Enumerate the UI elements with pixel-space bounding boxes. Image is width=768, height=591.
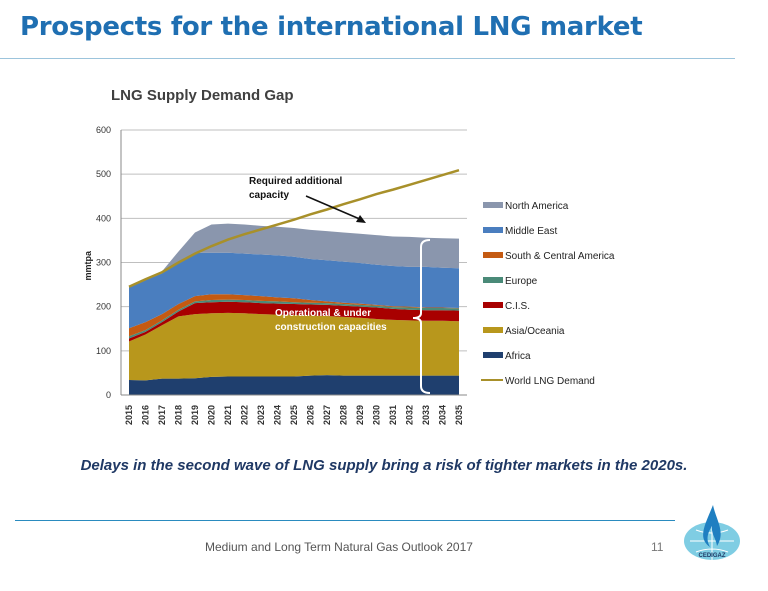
x-tick-label: 2033 <box>421 405 431 425</box>
legend-label: South & Central America <box>505 251 615 262</box>
area-north-america <box>129 223 459 288</box>
x-tick-label: 2030 <box>372 405 382 425</box>
legend-item: Middle East <box>483 226 557 237</box>
y-tick-label: 0 <box>106 390 111 400</box>
x-tick-label: 2019 <box>190 405 200 425</box>
arrow <box>305 195 363 221</box>
y-axis-label: mmtpa <box>83 250 93 280</box>
svg-text:CEDIGAZ: CEDIGAZ <box>699 553 726 559</box>
chart-title: LNG Supply Demand Gap <box>111 87 294 104</box>
legend-swatch <box>483 277 503 283</box>
area-africa <box>129 375 459 395</box>
legend-label: Asia/Oceania <box>505 326 565 337</box>
annotation-supply: construction capacities <box>275 322 387 333</box>
x-tick-label: 2017 <box>157 405 167 425</box>
legend-item: World LNG Demand <box>481 376 595 387</box>
legend-item: North America <box>483 201 569 212</box>
y-tick-label: 100 <box>96 346 111 356</box>
legend-item: Asia/Oceania <box>483 326 565 337</box>
title-divider <box>0 58 735 59</box>
x-tick-label: 2016 <box>141 405 151 425</box>
x-tick-label: 2021 <box>223 405 233 425</box>
flame-icon <box>703 505 721 547</box>
legend-swatch <box>483 327 503 333</box>
x-tick-label: 2024 <box>273 405 283 425</box>
legend-swatch <box>483 302 503 308</box>
slide-title: Prospects for the international LNG mark… <box>20 12 643 42</box>
y-tick-label: 200 <box>96 302 111 312</box>
x-tick-label: 2032 <box>405 405 415 425</box>
footer-divider <box>15 520 675 521</box>
line-world-lng-demand <box>128 168 460 288</box>
annotation-gap: capacity <box>249 190 289 201</box>
legend-label: World LNG Demand <box>505 376 595 387</box>
x-tick-label: 2023 <box>256 405 266 425</box>
x-tick-label: 2026 <box>306 405 316 425</box>
legend-item: Africa <box>483 351 531 362</box>
x-tick-label: 2034 <box>438 405 448 425</box>
x-tick-label: 2020 <box>207 405 217 425</box>
footer-text: Medium and Long Term Natural Gas Outlook… <box>205 540 473 554</box>
y-tick-label: 400 <box>96 213 111 223</box>
legend-swatch <box>483 202 503 208</box>
cedigaz-logo: CEDIGAZ <box>684 505 740 560</box>
x-tick-label: 2031 <box>388 405 398 425</box>
legend-swatch <box>483 227 503 233</box>
y-tick-label: 600 <box>96 125 111 135</box>
x-tick-label: 2029 <box>355 405 365 425</box>
annotation-gap: Required additional <box>249 176 343 187</box>
y-tick-label: 300 <box>96 258 111 268</box>
x-tick-label: 2018 <box>174 405 184 425</box>
legend-swatch <box>483 352 503 358</box>
page-number: 11 <box>651 540 664 554</box>
legend-label: Africa <box>505 351 531 362</box>
x-tick-label: 2035 <box>454 405 464 425</box>
conclusion-text: Delays in the second wave of LNG supply … <box>80 457 688 474</box>
legend-label: North America <box>505 201 569 212</box>
legend-label: Europe <box>505 276 538 287</box>
x-tick-label: 2028 <box>339 405 349 425</box>
legend-item: C.I.S. <box>483 301 530 312</box>
x-tick-label: 2015 <box>124 405 134 425</box>
arrow-head-icon <box>356 215 366 223</box>
legend-swatch <box>483 252 503 258</box>
legend-item: Europe <box>483 276 538 287</box>
y-tick-label: 500 <box>96 169 111 179</box>
annotation-supply: Operational & under <box>275 308 371 319</box>
area-middle-east <box>129 252 459 329</box>
x-tick-label: 2025 <box>289 405 299 425</box>
x-tick-label: 2027 <box>322 405 332 425</box>
area-asia-oceania <box>129 312 459 381</box>
legend-label: C.I.S. <box>505 301 530 312</box>
legend-label: Middle East <box>505 226 557 237</box>
x-tick-label: 2022 <box>240 405 250 425</box>
brace <box>412 239 431 394</box>
legend-item: South & Central America <box>483 251 615 262</box>
area-c-i-s- <box>129 301 459 342</box>
